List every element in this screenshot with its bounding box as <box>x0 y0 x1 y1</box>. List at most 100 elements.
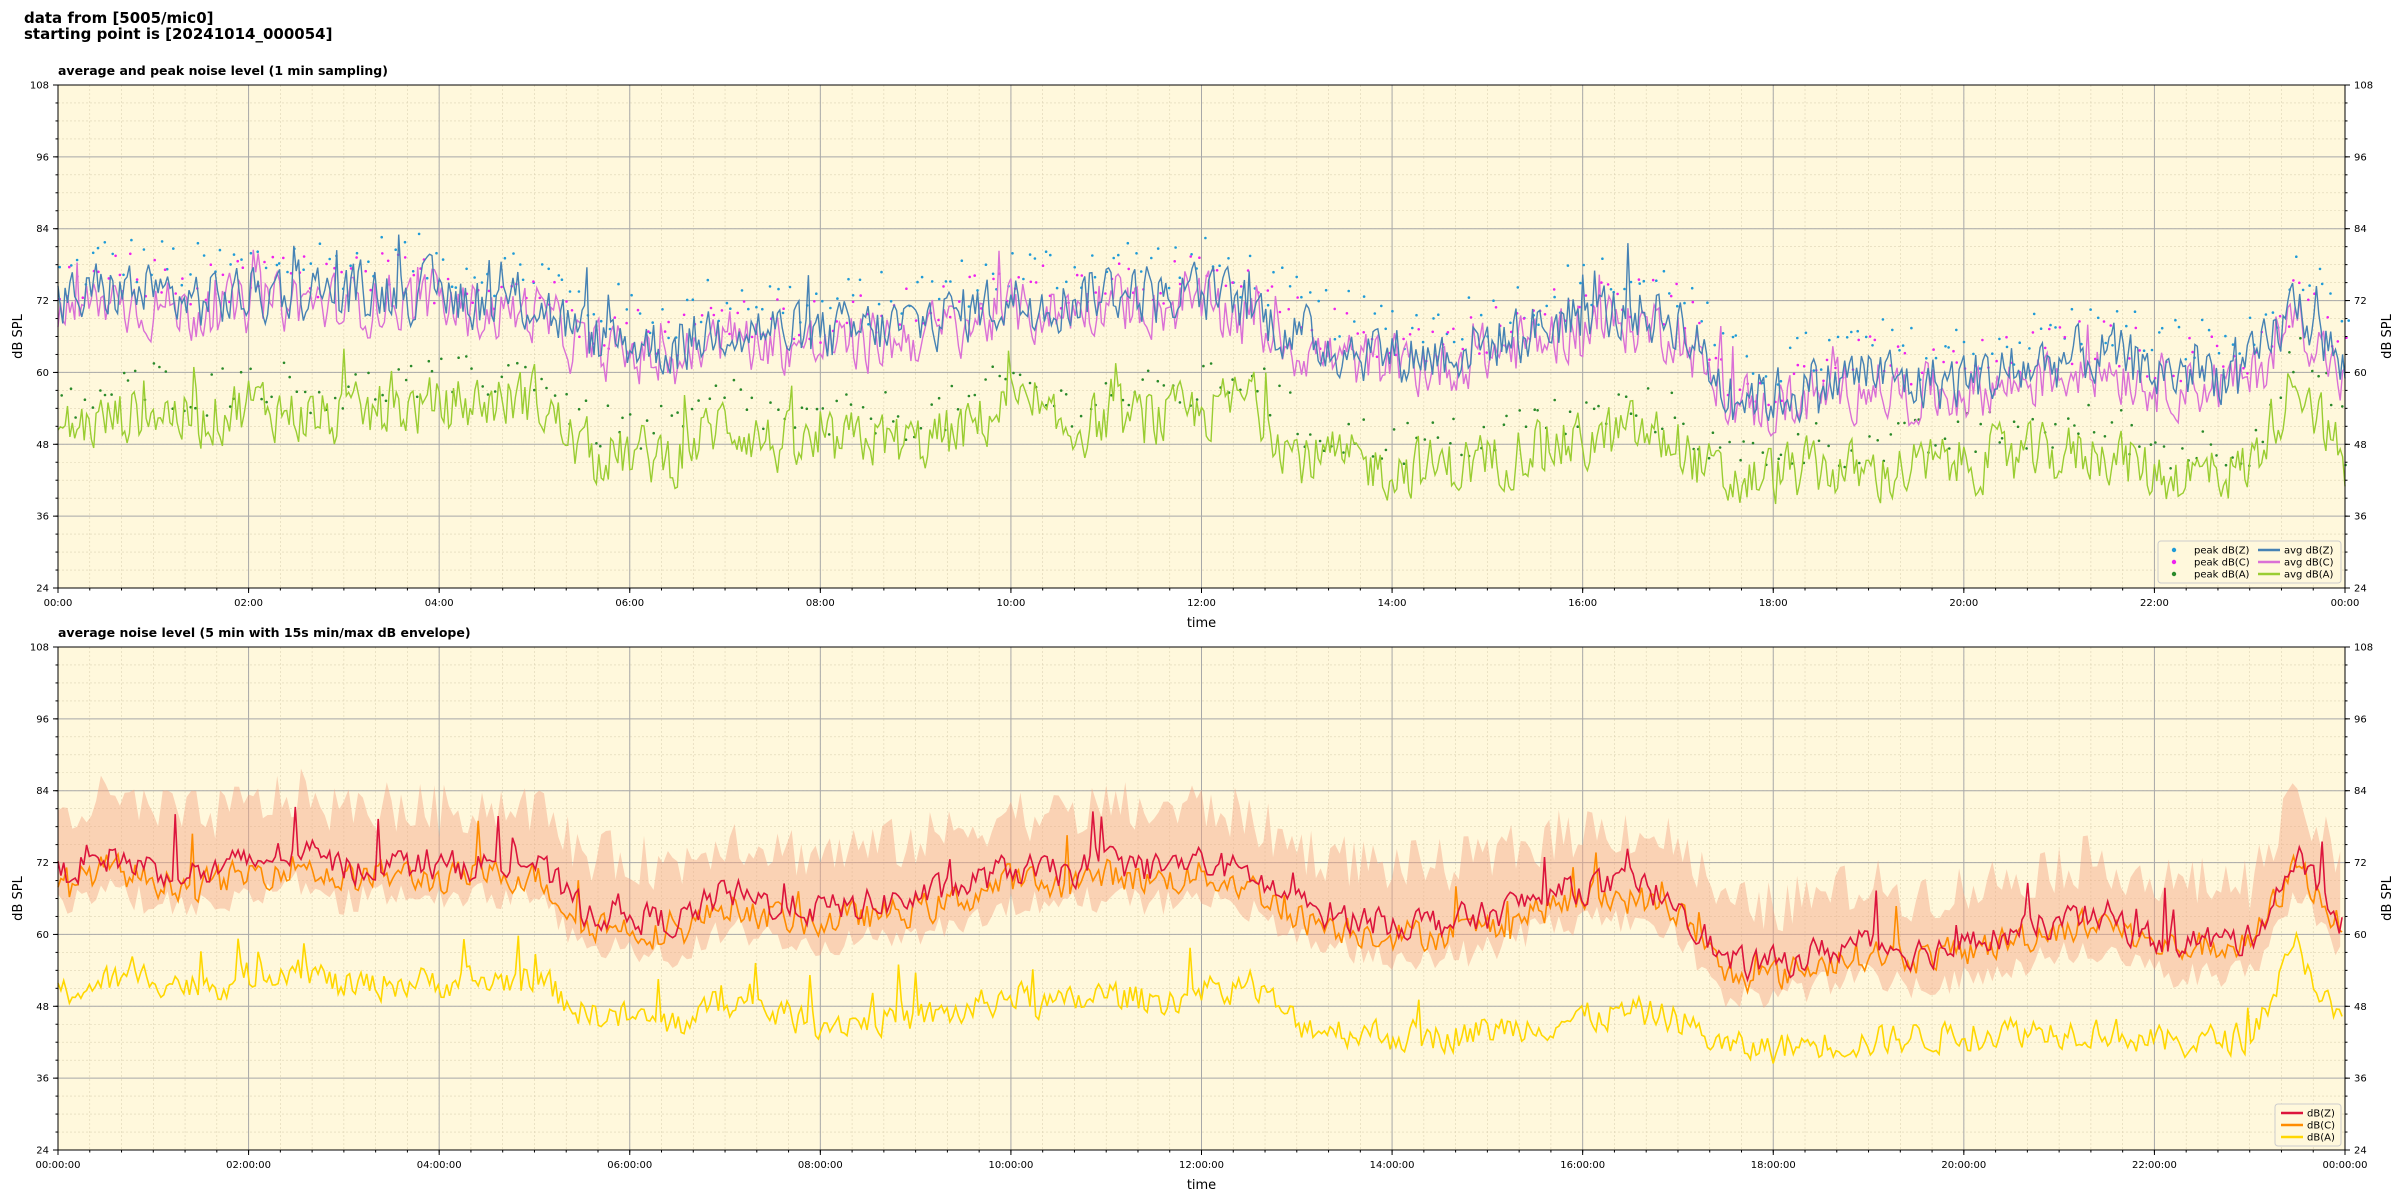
peak-point <box>1467 296 1471 299</box>
peak-point <box>1978 367 1982 370</box>
peak-point <box>1189 255 1192 258</box>
peak-point <box>1333 337 1337 341</box>
peak-point <box>282 256 285 260</box>
peak-point <box>747 307 750 311</box>
peak-point <box>2054 422 2057 426</box>
peak-point <box>1668 292 1671 295</box>
peak-point <box>96 246 100 250</box>
x-tick-label: 20:00:00 <box>1941 1160 1986 1171</box>
peak-point <box>2119 409 2123 412</box>
peak-point <box>2320 282 2324 286</box>
peak-point <box>1270 285 1274 288</box>
peak-point <box>1654 430 1657 434</box>
peak-point <box>1903 351 1907 355</box>
peak-point <box>1159 291 1162 295</box>
peak-point <box>592 313 596 316</box>
peak-point <box>900 312 903 315</box>
peak-point <box>777 408 780 412</box>
peak-point <box>1579 281 1582 285</box>
series-line <box>57 820 2343 996</box>
peak-point <box>260 397 263 401</box>
peak-point <box>858 278 862 282</box>
peak-point <box>2093 357 2097 361</box>
peak-point <box>1018 373 1022 377</box>
peak-point <box>728 332 731 336</box>
peak-point <box>1231 281 1234 284</box>
y-tick-label: 84 <box>36 224 49 235</box>
peak-point <box>861 406 865 409</box>
peak-point <box>1843 465 1846 469</box>
peak-point <box>1889 433 1893 436</box>
peak-point <box>1452 417 1455 421</box>
peak-point <box>2318 267 2322 271</box>
peak-point <box>1502 423 1506 427</box>
peak-point <box>2104 341 2107 345</box>
peak-point <box>142 248 146 251</box>
peak-point <box>949 280 952 283</box>
peak-point <box>160 240 164 243</box>
peak-point <box>205 414 209 417</box>
x-tick-label: 16:00:00 <box>1560 1160 1605 1171</box>
peak-point <box>126 379 130 382</box>
peak-point <box>2188 336 2191 340</box>
y-tick-label-right: 48 <box>2354 1002 2367 1013</box>
peak-point <box>521 278 525 282</box>
peak-point <box>1437 313 1440 317</box>
peak-point <box>2177 325 2181 329</box>
peak-point <box>236 259 239 263</box>
peak-point <box>835 399 838 403</box>
peak-point <box>1150 256 1153 260</box>
peak-point <box>2133 310 2137 314</box>
peak-point <box>457 356 460 360</box>
y-axis-label-left: dB SPL <box>11 313 26 358</box>
y-tick-label-right: 36 <box>2354 512 2367 523</box>
peak-point <box>942 285 945 288</box>
peak-point <box>271 255 275 259</box>
peak-point <box>347 385 350 389</box>
legend-label: dB(Z) <box>2307 1109 2335 1120</box>
peak-point <box>2031 417 2034 421</box>
peak-point <box>1585 401 1588 404</box>
series-line <box>57 249 2346 437</box>
peak-point <box>2000 437 2004 440</box>
peak-point <box>659 404 663 408</box>
peak-point <box>316 295 320 299</box>
peak-point <box>152 362 156 365</box>
peak-point <box>2115 310 2119 313</box>
peak-point <box>1932 348 1935 351</box>
peak-point <box>1718 446 1722 449</box>
peak-point <box>403 240 407 244</box>
peak-point <box>739 388 743 391</box>
peak-point <box>1822 379 1825 383</box>
peak-point <box>1195 398 1199 401</box>
peak-point <box>1342 451 1345 454</box>
peak-point <box>851 300 855 304</box>
peak-point <box>2111 344 2114 347</box>
peak-point <box>74 416 77 419</box>
peak-point <box>625 308 629 311</box>
peak-point <box>1629 412 1633 416</box>
peak-point <box>1028 381 1032 385</box>
peak-point <box>960 259 964 263</box>
peak-point <box>1675 282 1678 286</box>
peak-point <box>288 375 292 379</box>
peak-point <box>1202 364 1205 368</box>
peak-point <box>2329 403 2333 407</box>
peak-point <box>68 265 71 269</box>
peak-point <box>815 407 819 411</box>
peak-point <box>1121 398 1125 402</box>
peak-point <box>302 255 306 258</box>
y-tick-label-right: 108 <box>2354 643 2373 654</box>
peak-point <box>1845 336 1849 339</box>
peak-point <box>1600 281 1603 284</box>
peak-point <box>819 341 822 344</box>
legend: peak dB(Z)peak dB(C)peak dB(A)avg dB(Z)a… <box>2157 540 2342 584</box>
x-axis-label: time <box>1187 616 1216 631</box>
peak-point <box>577 407 581 411</box>
peak-point <box>682 313 686 317</box>
y-tick-label: 84 <box>36 786 49 797</box>
peak-point <box>565 392 568 396</box>
peak-point <box>454 286 458 289</box>
peak-point <box>625 321 628 325</box>
peak-point <box>2341 405 2344 408</box>
